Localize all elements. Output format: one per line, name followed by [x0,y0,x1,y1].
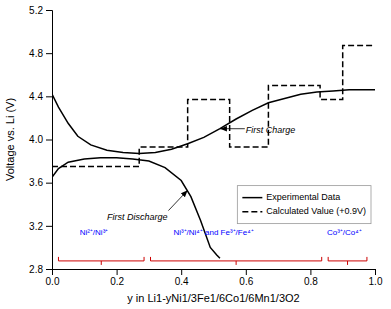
braces [58,257,366,265]
tick-mark [246,269,247,275]
legend-swatch [242,197,262,199]
y-axis-line [46,11,53,270]
tick-label: 0.2 [110,276,124,287]
tick: 2.8 [29,264,52,275]
tick-label: 4.0 [29,134,43,145]
annotation-arrow [220,128,245,129]
brace [328,257,367,265]
tick: 0.8 [304,269,318,287]
brace [151,257,322,265]
tick-label: 3.6 [29,177,43,188]
tick-label: 0.4 [175,276,189,287]
tick-label: 4.8 [29,48,43,59]
tick-label: 0.6 [239,276,253,287]
annotation: First Discharge [107,212,168,222]
tick: 3.6 [29,177,52,188]
tick: 4.4 [29,91,52,102]
redox-label: Co³⁺/Co⁴⁺ [327,228,362,237]
tick-label: 2.8 [29,264,43,275]
brace [58,257,144,265]
tick: 1.0 [369,269,383,287]
tick: 0.6 [239,269,253,287]
tick: 4.0 [29,134,52,145]
annotation-arrow [168,190,187,210]
tick-label: 5.2 [29,5,43,16]
tick: 5.2 [29,5,52,16]
legend: Experimental Data Calculated Value (+0.9V… [237,186,371,224]
tick-mark [46,96,52,97]
y-axis-title: Voltage vs. Li (V) [4,98,16,181]
tick-mark [46,53,52,54]
plot-area [52,46,375,259]
x-axis-line [53,270,376,276]
tick-mark [46,183,52,184]
tick: 0.0 [46,269,60,287]
x-axis: 0.0 0.2 0.4 0.6 0.8 1.0 [46,269,383,287]
x-axis-title: y in Li1-yNi1/3Fe1/6Co1/6Mn1/3O2 [127,292,299,304]
tick: 4.8 [29,48,52,59]
redox-label: Ni³⁺/Ni⁴⁺ and Fe³⁺/Fe⁴⁺ [173,228,253,237]
legend-swatch [242,211,262,213]
tick: 0.2 [110,269,124,287]
series-line [52,46,375,167]
tick-mark [310,269,311,275]
tick-label: 0.8 [304,276,318,287]
tick-mark [46,226,52,227]
tick-label: 1.0 [369,276,383,287]
tick-mark [117,269,118,275]
tick-mark [375,269,376,275]
annotation: First Charge [246,125,296,135]
tick: 3.2 [29,221,52,232]
series-line [52,90,375,258]
legend-box [237,186,371,224]
tick-label: 0.0 [46,276,60,287]
tick-label: 3.2 [29,221,43,232]
y-axis: 2.8 3.2 3.6 4.0 4.4 4.8 5.2 [29,5,52,275]
tick: 0.4 [175,269,189,287]
redox-label: Ni²⁺/Ni³⁺ [80,228,109,237]
legend-entry: Experimental Data [266,192,340,202]
legend-entry: Calculated Value (+0.9V) [266,206,366,216]
tick-mark [46,140,52,141]
tick-mark [181,269,182,275]
chart: 0.0 0.2 0.4 0.6 0.8 1.0 2.8 3.2 3.6 4.0 4.4 4.8 5.2 y… [0,0,391,309]
tick-mark [46,269,52,270]
tick-mark [46,10,52,11]
tick-label: 4.4 [29,91,43,102]
